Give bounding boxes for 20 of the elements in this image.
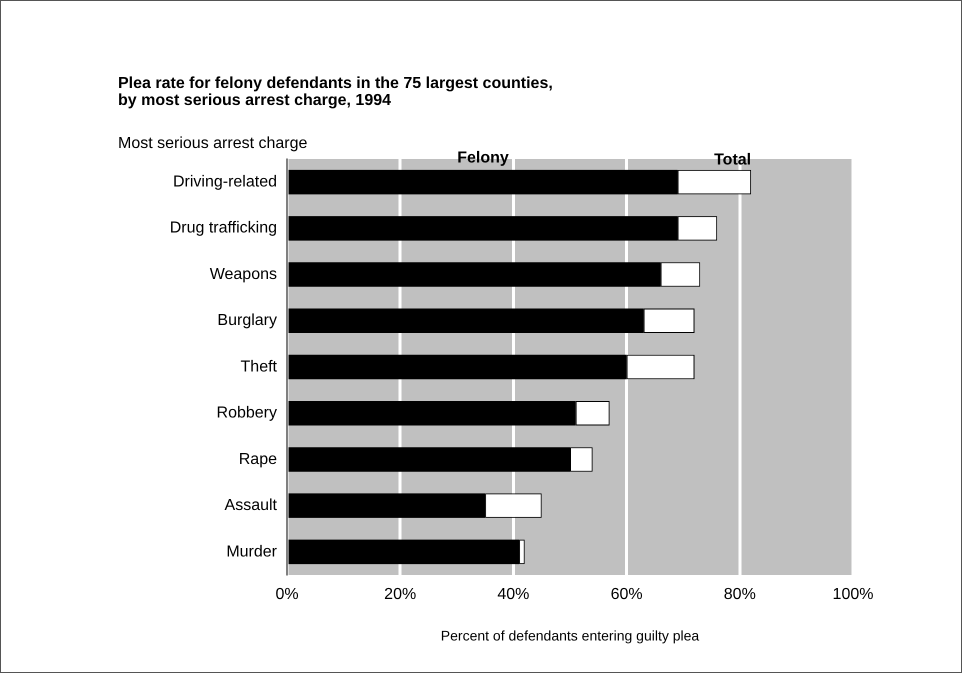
chart-title: Plea rate for felony defendants in the 75 largest counties, by most serious arrest charge, 1994 xyxy=(118,75,553,109)
x-tick-label: 80% xyxy=(724,586,756,604)
y-tick-label: Driving-related xyxy=(172,174,277,191)
x-tick-label: 20% xyxy=(384,586,416,604)
y-tick-label: Assault xyxy=(224,497,278,514)
x-tick-label: 40% xyxy=(497,586,530,604)
series-label: Felony xyxy=(457,149,509,166)
y-tick-label: Theft xyxy=(240,358,278,376)
x-tick-label: 0% xyxy=(275,586,299,604)
y-tick-label: Murder xyxy=(226,543,278,560)
y-tick-label: Burglary xyxy=(217,312,277,330)
series-label: Total xyxy=(714,151,752,168)
y-tick-label: Robbery xyxy=(216,404,277,422)
x-tick-label: 60% xyxy=(610,586,643,604)
x-tick-label: 100% xyxy=(832,586,874,604)
x-axis-title: Percent of defendants entering guilty plea xyxy=(440,627,700,644)
y-tick-label: Weapons xyxy=(210,266,277,283)
y-tick-label: Rape xyxy=(238,450,278,468)
y-tick-label: Drug trafficking xyxy=(170,220,277,237)
y-axis-title: Most serious arrest charge xyxy=(118,135,308,153)
